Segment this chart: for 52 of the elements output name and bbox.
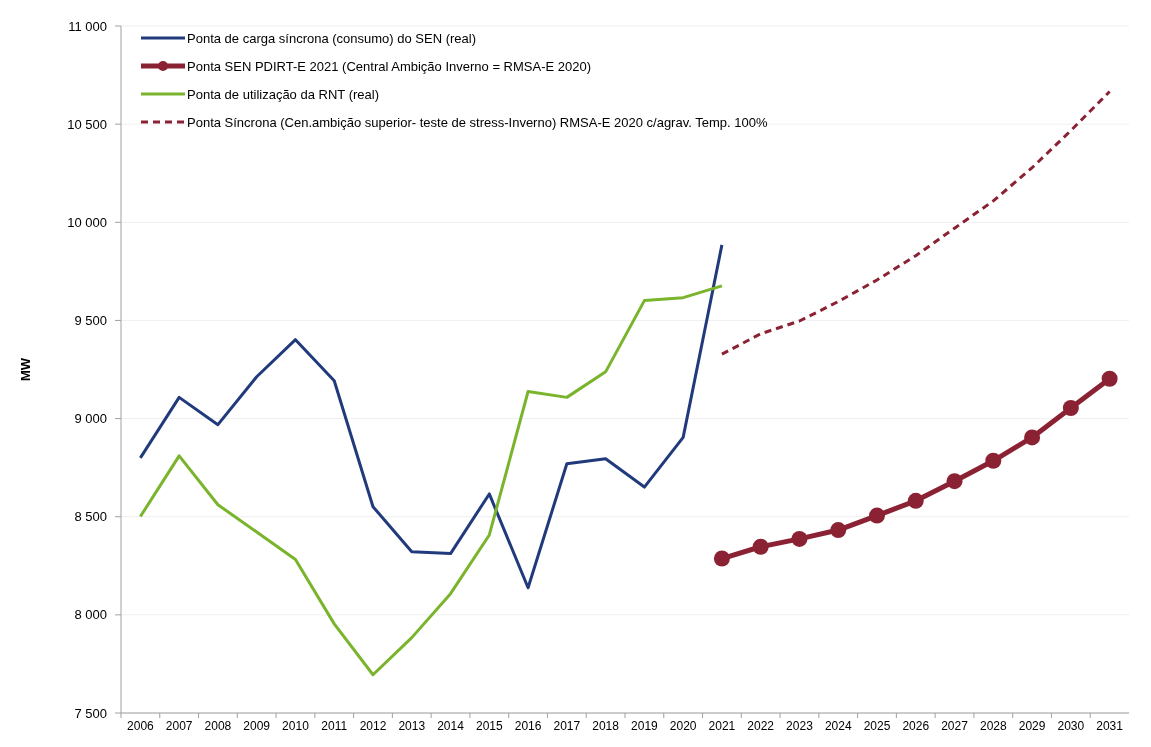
x-tick-label: 2021 xyxy=(708,719,736,733)
x-tick-label: 2023 xyxy=(786,719,814,733)
x-tick-label: 2010 xyxy=(282,719,310,733)
x-tick-label: 2030 xyxy=(1057,719,1085,733)
x-tick-label: 2012 xyxy=(359,719,387,733)
x-tick-label: 2009 xyxy=(243,719,271,733)
x-tick-label: 2018 xyxy=(592,719,620,733)
x-tick-label: 2014 xyxy=(437,719,465,733)
point xyxy=(752,538,769,555)
point xyxy=(713,550,730,567)
y-tick-label: 11 000 xyxy=(68,18,107,34)
x-tick-label: 2019 xyxy=(631,719,659,733)
x-tick-label: 2024 xyxy=(824,719,852,733)
point xyxy=(1101,370,1118,387)
point xyxy=(1062,399,1079,416)
point xyxy=(830,522,847,539)
x-tick-label: 2011 xyxy=(321,719,348,733)
point xyxy=(1024,429,1041,446)
y-tick-label: 10 000 xyxy=(67,214,107,230)
y-axis-title: MW xyxy=(18,357,33,382)
line-series xyxy=(138,243,724,590)
y-tick-label: 9 500 xyxy=(74,312,107,328)
legend-label: Ponta Síncrona (Cen.ambição superior- teste de stress-Inverno) RMSA-E 2020 c/agrav. Temp. 100% xyxy=(187,114,768,130)
y-tick-label: 8 000 xyxy=(74,607,107,623)
legend-label: Ponta de utilização da RNT (real) xyxy=(187,86,379,102)
x-tick-label: 2016 xyxy=(514,719,542,733)
x-tick-label: 2027 xyxy=(941,719,969,733)
point xyxy=(869,507,885,524)
x-tick-label: 2008 xyxy=(204,719,232,733)
legend-label: Ponta SEN PDIRT-E 2021 (Central Ambição Inverno = RMSA-E 2020) xyxy=(187,58,592,74)
x-tick-label: 2025 xyxy=(863,719,891,733)
line-series xyxy=(138,284,724,677)
point xyxy=(946,473,963,490)
x-tick-label: 2031 xyxy=(1096,719,1124,733)
x-tick-label: 2006 xyxy=(127,719,155,733)
x-tick-label: 2020 xyxy=(669,719,697,733)
x-tick-label: 2029 xyxy=(1018,719,1046,733)
x-tick-label: 2026 xyxy=(902,719,930,733)
point xyxy=(791,530,808,547)
point xyxy=(985,452,1002,469)
y-tick-label: 8 500 xyxy=(74,509,107,525)
x-tick-label: 2028 xyxy=(979,719,1007,733)
point xyxy=(907,492,924,509)
legend-label: Ponta de carga síncrona (consumo) do SEN (real) xyxy=(187,30,477,46)
x-tick-label: 2013 xyxy=(398,719,426,733)
x-tick-label: 2007 xyxy=(165,719,193,733)
x-tick-label: 2017 xyxy=(553,719,581,733)
y-tick-label: 9 000 xyxy=(74,411,107,427)
x-tick-label: 2022 xyxy=(747,719,775,733)
x-tick-label: 2015 xyxy=(475,719,503,733)
y-tick-label: 10 500 xyxy=(67,116,107,132)
y-tick-label: 7 500 xyxy=(74,705,107,721)
